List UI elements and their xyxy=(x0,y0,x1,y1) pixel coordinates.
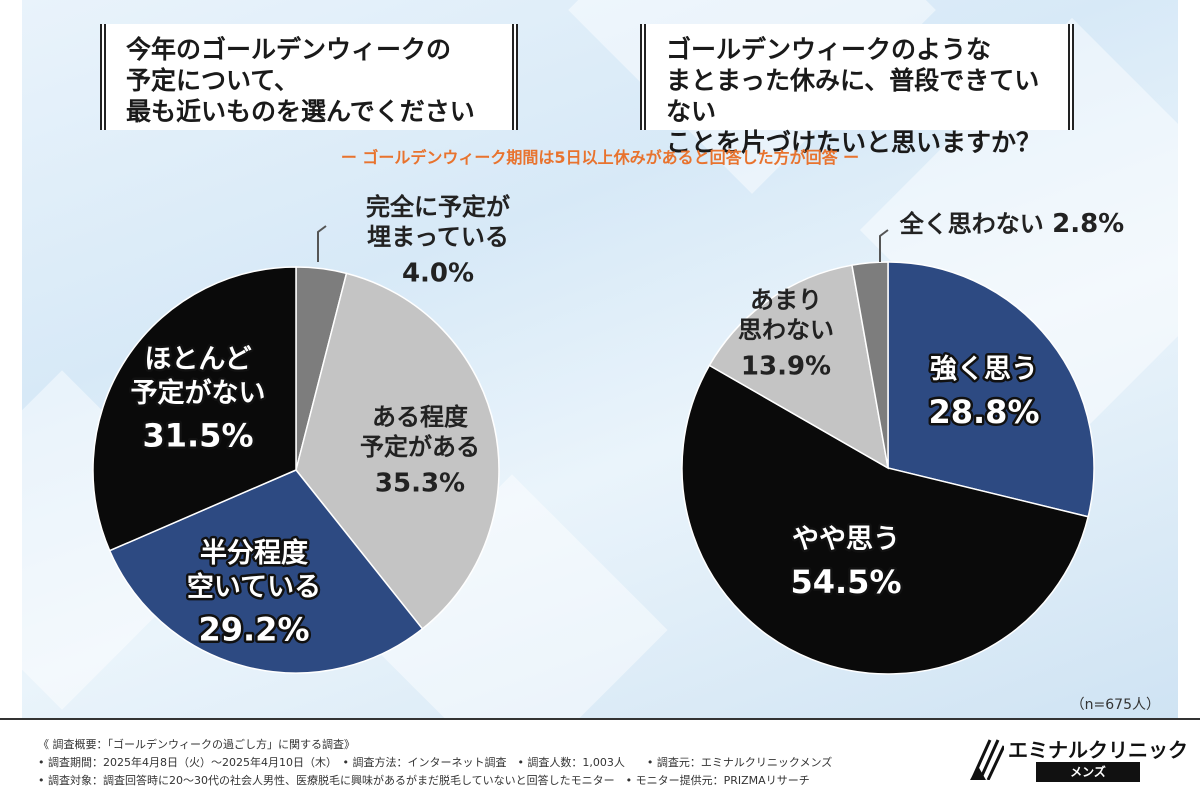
pie2-slice-2 xyxy=(681,364,1090,675)
pie2-value-3: 13.9% xyxy=(741,351,831,381)
pie1-slice-4 xyxy=(92,266,297,552)
pie2-slice-1 xyxy=(887,261,1095,518)
footer: 《 調査概要：「ゴールデンウィークの過ごし方」に関する調査》 • 調査期間：20… xyxy=(0,718,1200,800)
respondent-note: ー ゴールデンウィーク期間は5日以上休みがあると回答した方が回答 ー xyxy=(340,148,860,167)
pie1-slice-3 xyxy=(108,469,424,674)
pie2-slice-4 xyxy=(851,261,889,469)
pie1-label-3: 半分程度空いている xyxy=(187,537,321,603)
pie1-slice-2 xyxy=(295,272,500,630)
clinic-logo-sub: メンズ xyxy=(1036,762,1140,782)
pie1-value-3: 29.2% xyxy=(198,611,309,649)
pie1-leader-1 xyxy=(317,225,327,262)
clinic-logo: エミナルクリニック メンズ xyxy=(968,732,1188,788)
pie2-label-4: 全く思わない 2.8% xyxy=(899,209,1124,239)
pie2-leader-4 xyxy=(879,229,889,262)
pie1-value-4: 31.5% xyxy=(142,417,253,455)
question-right: ゴールデンウィークのような まとまった休みに、普段できていない ことを片づけたい… xyxy=(640,24,1074,157)
pie2-label-3: あまり思わない xyxy=(738,286,834,344)
clinic-logo-icon xyxy=(970,739,1004,780)
pie1-label-1: 完全に予定が埋まっている xyxy=(366,193,510,251)
pie1-value-2: 35.3% xyxy=(375,468,465,498)
survey-details-line: • 調査期間：2025年4月8日（火）〜2025年4月10日（木） • 調査方法… xyxy=(38,756,833,769)
pie1-label-2: ある程度予定がある xyxy=(360,403,480,461)
clinic-logo-name: エミナルクリニック xyxy=(1008,738,1188,762)
pie1-label-4: ほとんど予定がない xyxy=(131,344,266,409)
question-left: 今年のゴールデンウィークの 予定について、 最も近いものを選んでください xyxy=(100,24,518,130)
pie2-label-2: やや思う xyxy=(792,524,900,555)
pie1-value-1: 4.0% xyxy=(402,258,474,288)
sample-size-label: （n=675人） xyxy=(1070,697,1160,713)
pie2-value-2: 54.5% xyxy=(790,563,901,601)
pie2-slice-3 xyxy=(708,264,890,470)
survey-overview-title: 《 調査概要：「ゴールデンウィークの過ごし方」に関する調査》 xyxy=(38,738,355,751)
pie2-value-1: 28.8% xyxy=(928,393,1039,431)
survey-target-line: • 調査対象：調査回答時に20〜30代の社会人男性、医療脱毛に興味があるがまだ脱… xyxy=(38,774,810,787)
pie2-label-1: 強く思う xyxy=(930,354,1038,385)
